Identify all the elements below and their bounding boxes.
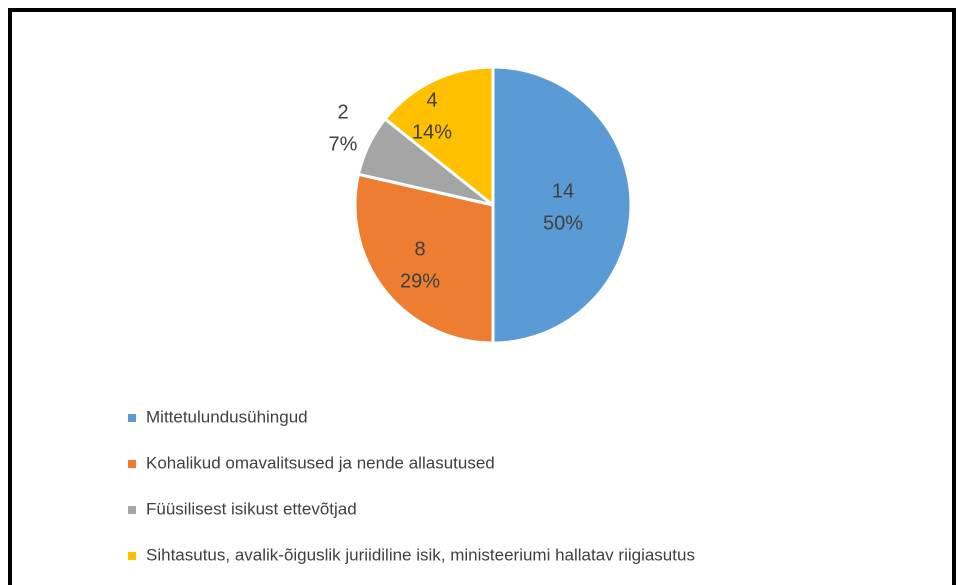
data-label-percent: 7% (329, 133, 358, 155)
legend-label: Füüsilisest isikust ettevõtjad (146, 499, 357, 518)
data-label-value: 8 (414, 238, 425, 260)
legend-label: Mittetulundusühingud (146, 407, 308, 426)
legend-swatch (128, 460, 136, 468)
legend-label: Sihtasutus, avalik-õiguslik juriidiline … (146, 545, 695, 564)
data-label-percent: 50% (543, 212, 583, 234)
data-label-value: 4 (426, 89, 437, 111)
legend-label: Kohalikud omavalitsused ja nende allasut… (146, 453, 495, 472)
data-label-value: 2 (337, 101, 348, 123)
pie-slice (353, 172, 495, 345)
data-label-percent: 29% (400, 270, 440, 292)
legend-swatch (128, 414, 136, 422)
legend-swatch (128, 552, 136, 560)
data-label-percent: 14% (412, 121, 452, 143)
legend-swatch (128, 506, 136, 514)
pie-slice (491, 65, 633, 345)
data-label-value: 14 (552, 180, 574, 202)
pie-slice (382, 65, 495, 209)
